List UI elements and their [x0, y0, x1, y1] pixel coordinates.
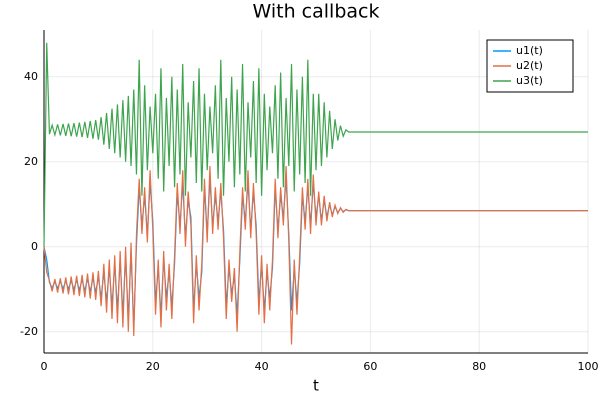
x-tick-label: 40: [255, 360, 269, 373]
y-tick-label: 40: [24, 70, 38, 83]
x-tick-label: 20: [146, 360, 160, 373]
legend-label: u1(t): [516, 44, 543, 57]
y-tick-label: -20: [20, 325, 38, 338]
chart-title: With callback: [253, 1, 380, 23]
legend-label: u2(t): [516, 59, 543, 72]
legend-label: u3(t): [516, 74, 543, 87]
x-tick-label: 0: [41, 360, 48, 373]
x-tick-label: 100: [578, 360, 599, 373]
y-tick-label: 0: [31, 240, 38, 253]
x-axis-label: t: [313, 377, 319, 395]
x-tick-label: 80: [472, 360, 486, 373]
series-line: [43, 42, 588, 247]
x-tick-label: 60: [363, 360, 377, 373]
series-line: [43, 165, 588, 345]
y-tick-label: 20: [24, 155, 38, 168]
